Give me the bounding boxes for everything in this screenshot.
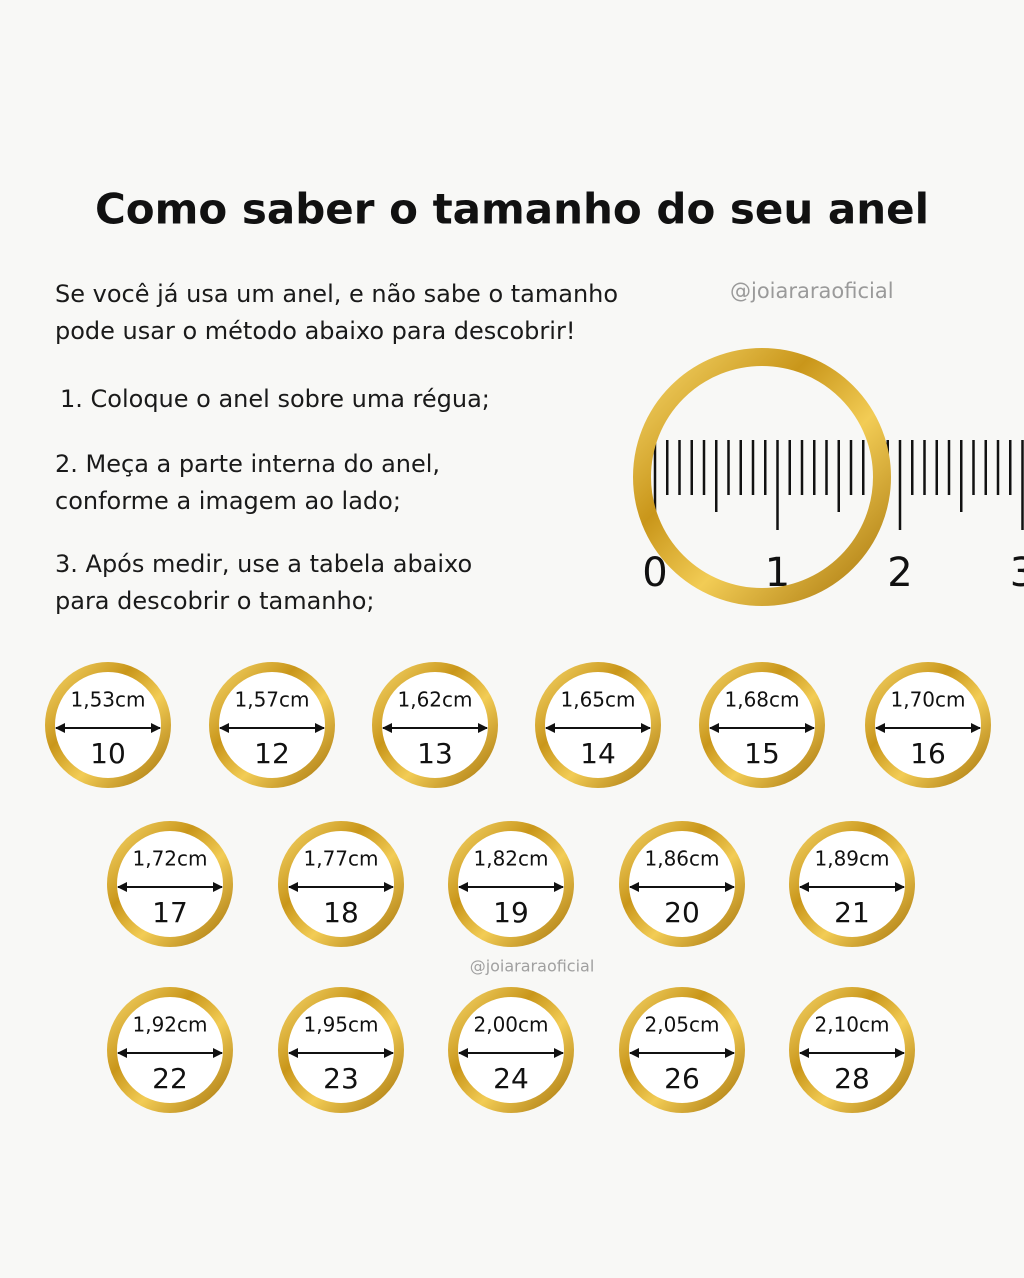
ring-diameter: 1,68cm bbox=[724, 688, 799, 712]
ring-card: 1,77cm 18 bbox=[278, 821, 404, 947]
ring-size: 17 bbox=[152, 896, 188, 929]
ring-size: 24 bbox=[493, 1062, 529, 1095]
ring-size: 28 bbox=[834, 1062, 870, 1095]
ring-size: 14 bbox=[580, 737, 616, 770]
measuring-ring bbox=[633, 348, 891, 606]
ring-card: 1,68cm 15 bbox=[699, 662, 825, 788]
ring-size: 18 bbox=[323, 896, 359, 929]
ring-size: 23 bbox=[323, 1062, 359, 1095]
ring-size: 22 bbox=[152, 1062, 188, 1095]
ring-card: 1,89cm 21 bbox=[789, 821, 915, 947]
step-line: 1. Coloque o anel sobre uma régua; bbox=[60, 385, 490, 413]
watermark: @joiararaoficial bbox=[730, 279, 894, 303]
ring-card: 1,53cm 10 bbox=[45, 662, 171, 788]
ring-diameter: 1,95cm bbox=[303, 1013, 378, 1037]
ring-diameter: 1,72cm bbox=[132, 847, 207, 871]
ring-diameter: 1,92cm bbox=[132, 1013, 207, 1037]
ring-card: 1,95cm 23 bbox=[278, 987, 404, 1113]
ring-size: 26 bbox=[664, 1062, 700, 1095]
ring-diameter: 2,10cm bbox=[814, 1013, 889, 1037]
ring-diameter: 1,89cm bbox=[814, 847, 889, 871]
ring-size: 16 bbox=[910, 737, 946, 770]
ring-card: 2,10cm 28 bbox=[789, 987, 915, 1113]
ring-diameter: 2,00cm bbox=[473, 1013, 548, 1037]
ring-diameter: 1,57cm bbox=[234, 688, 309, 712]
ring-size: 19 bbox=[493, 896, 529, 929]
ring-card: 1,92cm 22 bbox=[107, 987, 233, 1113]
ring-diameter: 1,65cm bbox=[560, 688, 635, 712]
ring-size: 15 bbox=[744, 737, 780, 770]
watermark: @joiararaoficial bbox=[470, 957, 595, 976]
step-line: 3. Após medir, use a tabela abaixo bbox=[55, 550, 472, 578]
ring-card: 2,05cm 26 bbox=[619, 987, 745, 1113]
ring-card: 1,62cm 13 bbox=[372, 662, 498, 788]
ring-size: 21 bbox=[834, 896, 870, 929]
ring-size: 12 bbox=[254, 737, 290, 770]
intro-line: Se você já usa um anel, e não sabe o tam… bbox=[55, 280, 618, 308]
ring-size: 13 bbox=[417, 737, 453, 770]
intro-line: pode usar o método abaixo para descobrir… bbox=[55, 317, 575, 345]
ring-card: 1,70cm 16 bbox=[865, 662, 991, 788]
step-line: 2. Meça a parte interna do anel, bbox=[55, 450, 440, 478]
ring-diameter: 1,77cm bbox=[303, 847, 378, 871]
step-line: para descobrir o tamanho; bbox=[55, 587, 375, 615]
ring-diameter: 2,05cm bbox=[644, 1013, 719, 1037]
ring-diameter: 1,62cm bbox=[397, 688, 472, 712]
title: Como saber o tamanho do seu anel bbox=[95, 185, 929, 234]
ring-diameter: 1,70cm bbox=[890, 688, 965, 712]
ring-diameter: 1,82cm bbox=[473, 847, 548, 871]
ruler-label: 3 bbox=[1010, 550, 1024, 596]
ring-card: 2,00cm 24 bbox=[448, 987, 574, 1113]
ring-diameter: 1,53cm bbox=[70, 688, 145, 712]
ring-card: 1,65cm 14 bbox=[535, 662, 661, 788]
ruler-label: 2 bbox=[887, 550, 912, 596]
ring-card: 1,57cm 12 bbox=[209, 662, 335, 788]
ring-card: 1,82cm 19 bbox=[448, 821, 574, 947]
step-line: conforme a imagem ao lado; bbox=[55, 487, 401, 515]
ring-card: 1,72cm 17 bbox=[107, 821, 233, 947]
ring-card: 1,86cm 20 bbox=[619, 821, 745, 947]
ring-diameter: 1,86cm bbox=[644, 847, 719, 871]
ring-size: 10 bbox=[90, 737, 126, 770]
ring-size: 20 bbox=[664, 896, 700, 929]
